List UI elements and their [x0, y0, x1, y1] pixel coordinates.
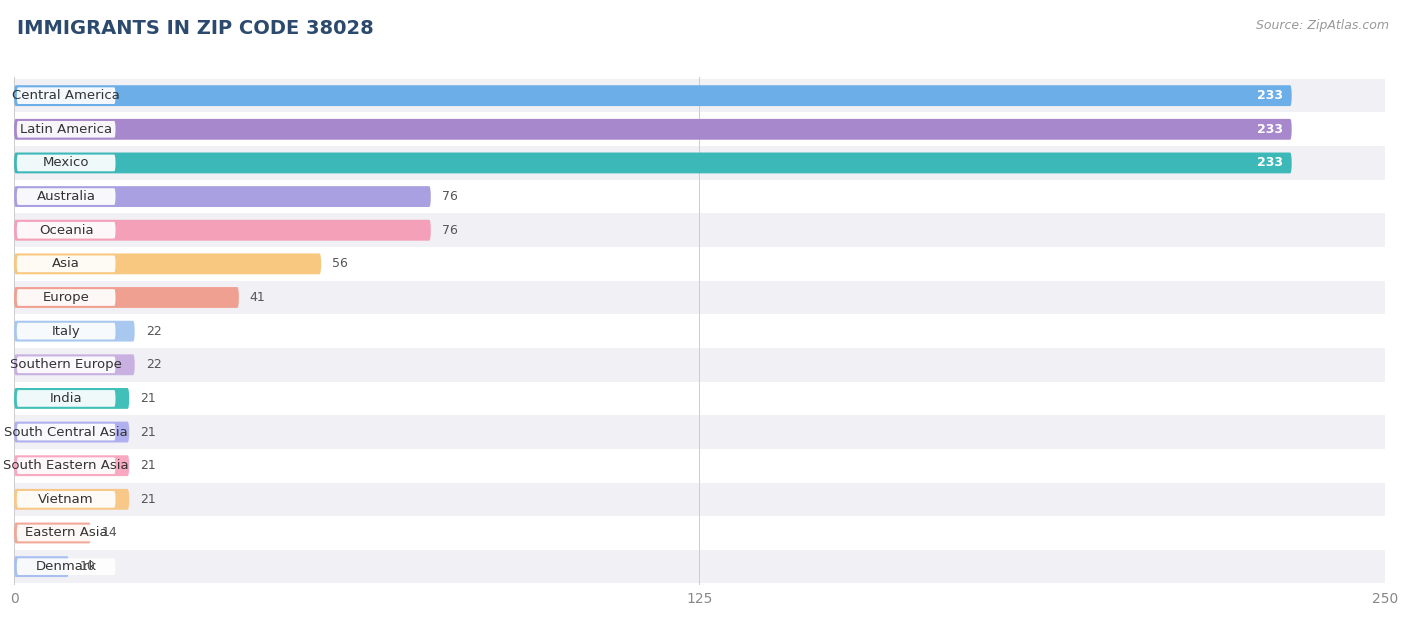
FancyBboxPatch shape: [14, 152, 1292, 174]
FancyBboxPatch shape: [17, 525, 115, 541]
Bar: [14, 213, 1385, 247]
FancyBboxPatch shape: [17, 424, 115, 440]
Text: Source: ZipAtlas.com: Source: ZipAtlas.com: [1256, 19, 1389, 32]
Text: India: India: [49, 392, 83, 405]
Text: South Central Asia: South Central Asia: [4, 426, 128, 439]
FancyBboxPatch shape: [17, 154, 115, 171]
FancyBboxPatch shape: [17, 558, 115, 575]
Bar: [14, 516, 1385, 550]
Text: Denmark: Denmark: [35, 560, 97, 573]
FancyBboxPatch shape: [17, 255, 115, 272]
Bar: [14, 281, 1385, 314]
FancyBboxPatch shape: [17, 188, 115, 205]
Text: 21: 21: [141, 426, 156, 439]
Text: South Eastern Asia: South Eastern Asia: [3, 459, 129, 472]
FancyBboxPatch shape: [14, 186, 430, 207]
Text: 21: 21: [141, 459, 156, 472]
FancyBboxPatch shape: [17, 121, 115, 138]
Bar: [14, 146, 1385, 180]
Text: Southern Europe: Southern Europe: [10, 358, 122, 371]
Bar: [14, 482, 1385, 516]
Bar: [14, 79, 1385, 113]
FancyBboxPatch shape: [17, 457, 115, 474]
Text: 76: 76: [441, 190, 457, 203]
Text: 21: 21: [141, 493, 156, 506]
FancyBboxPatch shape: [14, 253, 321, 275]
FancyBboxPatch shape: [14, 220, 430, 240]
Text: 233: 233: [1257, 156, 1284, 170]
Text: 22: 22: [146, 325, 162, 338]
Bar: [14, 180, 1385, 213]
Text: IMMIGRANTS IN ZIP CODE 38028: IMMIGRANTS IN ZIP CODE 38028: [17, 19, 374, 39]
Bar: [14, 113, 1385, 146]
Text: Mexico: Mexico: [44, 156, 90, 170]
Text: Oceania: Oceania: [39, 224, 93, 237]
Text: Asia: Asia: [52, 257, 80, 270]
FancyBboxPatch shape: [14, 119, 1292, 140]
Text: 21: 21: [141, 392, 156, 405]
FancyBboxPatch shape: [14, 86, 1292, 106]
Bar: [14, 247, 1385, 281]
FancyBboxPatch shape: [14, 321, 135, 341]
FancyBboxPatch shape: [14, 556, 69, 577]
Text: Australia: Australia: [37, 190, 96, 203]
FancyBboxPatch shape: [17, 390, 115, 407]
FancyBboxPatch shape: [14, 455, 129, 476]
Text: 56: 56: [332, 257, 347, 270]
Text: Europe: Europe: [42, 291, 90, 304]
Text: Latin America: Latin America: [20, 123, 112, 136]
Text: Eastern Asia: Eastern Asia: [25, 527, 107, 539]
Bar: [14, 415, 1385, 449]
FancyBboxPatch shape: [14, 388, 129, 409]
FancyBboxPatch shape: [14, 354, 135, 376]
FancyBboxPatch shape: [17, 356, 115, 373]
Text: 41: 41: [250, 291, 266, 304]
FancyBboxPatch shape: [17, 289, 115, 306]
Text: Central America: Central America: [13, 89, 120, 102]
Text: 233: 233: [1257, 123, 1284, 136]
Text: Italy: Italy: [52, 325, 80, 338]
Bar: [14, 550, 1385, 583]
Bar: [14, 348, 1385, 381]
Text: 76: 76: [441, 224, 457, 237]
Text: 22: 22: [146, 358, 162, 371]
FancyBboxPatch shape: [14, 287, 239, 308]
Text: 233: 233: [1257, 89, 1284, 102]
FancyBboxPatch shape: [14, 489, 129, 510]
FancyBboxPatch shape: [17, 87, 115, 104]
Text: Vietnam: Vietnam: [38, 493, 94, 506]
Bar: [14, 381, 1385, 415]
FancyBboxPatch shape: [17, 491, 115, 508]
FancyBboxPatch shape: [17, 222, 115, 239]
FancyBboxPatch shape: [17, 323, 115, 340]
Bar: [14, 449, 1385, 482]
Text: 10: 10: [80, 560, 96, 573]
FancyBboxPatch shape: [14, 523, 91, 543]
Text: 14: 14: [101, 527, 118, 539]
Bar: [14, 314, 1385, 348]
FancyBboxPatch shape: [14, 422, 129, 442]
